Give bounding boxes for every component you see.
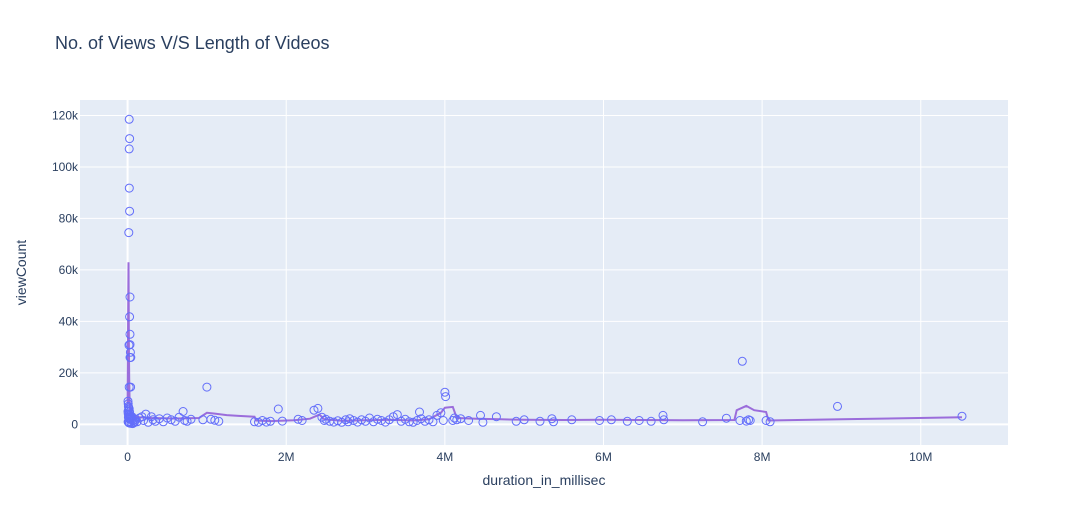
data-point (765, 417, 775, 427)
data-point (535, 416, 545, 426)
data-point (659, 415, 669, 425)
data-point (595, 416, 604, 425)
data-point (392, 410, 402, 420)
x-tick-label: 8M (754, 450, 771, 464)
data-point (124, 382, 134, 392)
data-point (125, 292, 135, 302)
data-point (478, 417, 488, 427)
data-point (139, 416, 148, 425)
data-point (162, 413, 172, 423)
data-point (519, 415, 529, 425)
y-tick-label: 20k (59, 366, 79, 380)
data-point (124, 114, 134, 124)
data-point (210, 415, 220, 425)
data-point (178, 407, 188, 416)
data-point (125, 347, 135, 357)
data-point (698, 417, 708, 427)
data-point (634, 416, 644, 425)
x-tick-label: 0 (124, 450, 131, 464)
data-point (313, 403, 323, 413)
data-point (202, 382, 212, 392)
data-point (441, 392, 451, 402)
y-tick-label: 120k (52, 108, 79, 122)
data-point (735, 416, 745, 425)
data-point (622, 416, 632, 426)
data-point (440, 387, 450, 397)
data-point (186, 414, 196, 424)
data-point (319, 416, 329, 425)
data-point (125, 329, 135, 339)
y-tick-label: 100k (52, 160, 79, 174)
data-point (428, 417, 438, 427)
data-point (261, 417, 271, 427)
data-point (126, 353, 136, 362)
data-point (737, 356, 747, 366)
data-point (125, 312, 135, 322)
data-point (567, 415, 577, 425)
data-point (449, 413, 459, 423)
data-point (297, 416, 307, 425)
data-point (214, 416, 224, 426)
data-point (141, 409, 151, 419)
data-point (124, 144, 134, 154)
data-point (549, 417, 558, 427)
data-point (415, 407, 424, 417)
data-point (124, 183, 134, 193)
y-axis-label: viewCount (13, 240, 29, 305)
x-tick-label: 2M (278, 450, 295, 464)
data-point (125, 134, 135, 144)
data-point (761, 416, 771, 425)
data-point (741, 416, 751, 426)
data-point (125, 206, 135, 216)
data-point (658, 410, 668, 420)
data-point (148, 415, 158, 425)
data-point (452, 415, 462, 425)
y-tick-label: 40k (59, 314, 79, 328)
x-tick-label: 10M (909, 450, 932, 464)
y-tick-label: 80k (59, 211, 79, 225)
data-point (277, 416, 287, 426)
x-axis-label: duration_in_millisec (483, 472, 606, 488)
data-point (646, 416, 656, 426)
data-point (744, 415, 754, 425)
plot-background (80, 100, 1008, 445)
data-point (273, 404, 283, 414)
data-point (491, 412, 501, 422)
data-point (957, 411, 967, 421)
x-tick-label: 6M (595, 450, 612, 464)
data-point (143, 417, 153, 427)
data-point (166, 415, 176, 425)
y-tick-label: 0 (71, 417, 78, 431)
chart-title: No. of Views V/S Length of Videos (55, 33, 330, 53)
data-point (265, 416, 275, 426)
data-point (721, 413, 731, 423)
data-point (606, 415, 616, 425)
data-point (833, 401, 842, 411)
data-point (408, 417, 418, 427)
data-point (464, 416, 474, 425)
x-tick-label: 4M (437, 450, 454, 464)
data-point (124, 228, 134, 238)
data-point (293, 414, 303, 424)
data-point (372, 414, 382, 424)
y-tick-label: 60k (59, 263, 79, 277)
data-point (438, 416, 448, 425)
